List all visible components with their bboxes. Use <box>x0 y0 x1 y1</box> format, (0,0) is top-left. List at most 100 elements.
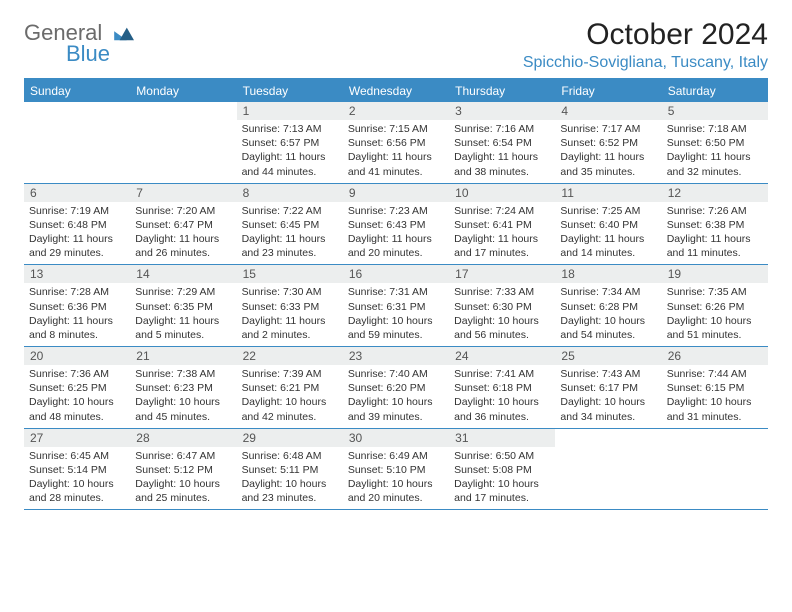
dow-tuesday: Tuesday <box>237 80 343 102</box>
day-number: 29 <box>237 429 343 447</box>
sunrise-line: Sunrise: 7:40 AM <box>348 367 444 381</box>
day-25: 25Sunrise: 7:43 AMSunset: 6:17 PMDayligh… <box>555 347 661 428</box>
day-27: 27Sunrise: 6:45 AMSunset: 5:14 PMDayligh… <box>24 429 130 510</box>
daylight-line: Daylight: 11 hours and 26 minutes. <box>135 232 231 260</box>
day-body: Sunrise: 7:24 AMSunset: 6:41 PMDaylight:… <box>449 202 555 265</box>
sunset-line: Sunset: 6:31 PM <box>348 300 444 314</box>
sunset-line: Sunset: 6:48 PM <box>29 218 125 232</box>
day-number: 12 <box>662 184 768 202</box>
day-body: Sunrise: 7:17 AMSunset: 6:52 PMDaylight:… <box>555 120 661 183</box>
daylight-line: Daylight: 11 hours and 14 minutes. <box>560 232 656 260</box>
dow-wednesday: Wednesday <box>343 80 449 102</box>
sunrise-line: Sunrise: 7:34 AM <box>560 285 656 299</box>
sunset-line: Sunset: 5:11 PM <box>242 463 338 477</box>
day-body: Sunrise: 7:26 AMSunset: 6:38 PMDaylight:… <box>662 202 768 265</box>
daylight-line: Daylight: 10 hours and 20 minutes. <box>348 477 444 505</box>
day-number: 9 <box>343 184 449 202</box>
sunrise-line: Sunrise: 7:15 AM <box>348 122 444 136</box>
day-number: 28 <box>130 429 236 447</box>
sunrise-line: Sunrise: 7:17 AM <box>560 122 656 136</box>
daylight-line: Daylight: 10 hours and 17 minutes. <box>454 477 550 505</box>
day-number: 19 <box>662 265 768 283</box>
empty-cell <box>662 429 768 510</box>
sunset-line: Sunset: 6:50 PM <box>667 136 763 150</box>
week-row: 6Sunrise: 7:19 AMSunset: 6:48 PMDaylight… <box>24 184 768 266</box>
title-block: October 2024 Spicchio-Sovigliana, Tuscan… <box>523 18 768 72</box>
daylight-line: Daylight: 10 hours and 39 minutes. <box>348 395 444 423</box>
daylight-line: Daylight: 11 hours and 35 minutes. <box>560 150 656 178</box>
day-number: 4 <box>555 102 661 120</box>
day-body: Sunrise: 7:29 AMSunset: 6:35 PMDaylight:… <box>130 283 236 346</box>
sunrise-line: Sunrise: 7:31 AM <box>348 285 444 299</box>
sunset-line: Sunset: 6:54 PM <box>454 136 550 150</box>
sunrise-line: Sunrise: 7:41 AM <box>454 367 550 381</box>
day-30: 30Sunrise: 6:49 AMSunset: 5:10 PMDayligh… <box>343 429 449 510</box>
dow-friday: Friday <box>555 80 661 102</box>
day-number: 18 <box>555 265 661 283</box>
day-body: Sunrise: 6:50 AMSunset: 5:08 PMDaylight:… <box>449 447 555 510</box>
sunset-line: Sunset: 5:14 PM <box>29 463 125 477</box>
day-31: 31Sunrise: 6:50 AMSunset: 5:08 PMDayligh… <box>449 429 555 510</box>
sunrise-line: Sunrise: 7:33 AM <box>454 285 550 299</box>
day-5: 5Sunrise: 7:18 AMSunset: 6:50 PMDaylight… <box>662 102 768 183</box>
sunrise-line: Sunrise: 6:49 AM <box>348 449 444 463</box>
sunset-line: Sunset: 5:12 PM <box>135 463 231 477</box>
day-body: Sunrise: 7:25 AMSunset: 6:40 PMDaylight:… <box>555 202 661 265</box>
daylight-line: Daylight: 10 hours and 31 minutes. <box>667 395 763 423</box>
sunset-line: Sunset: 6:28 PM <box>560 300 656 314</box>
day-body: Sunrise: 7:30 AMSunset: 6:33 PMDaylight:… <box>237 283 343 346</box>
day-body: Sunrise: 7:18 AMSunset: 6:50 PMDaylight:… <box>662 120 768 183</box>
sunrise-line: Sunrise: 7:35 AM <box>667 285 763 299</box>
daylight-line: Daylight: 11 hours and 44 minutes. <box>242 150 338 178</box>
dow-thursday: Thursday <box>449 80 555 102</box>
header: General Blue October 2024 Spicchio-Sovig… <box>24 18 768 72</box>
sunset-line: Sunset: 6:18 PM <box>454 381 550 395</box>
day-14: 14Sunrise: 7:29 AMSunset: 6:35 PMDayligh… <box>130 265 236 346</box>
sunset-line: Sunset: 6:33 PM <box>242 300 338 314</box>
day-body: Sunrise: 7:23 AMSunset: 6:43 PMDaylight:… <box>343 202 449 265</box>
sunset-line: Sunset: 6:40 PM <box>560 218 656 232</box>
day-body: Sunrise: 7:41 AMSunset: 6:18 PMDaylight:… <box>449 365 555 428</box>
empty-cell <box>555 429 661 510</box>
logo-mark-icon <box>114 24 136 42</box>
sunset-line: Sunset: 6:20 PM <box>348 381 444 395</box>
sunset-line: Sunset: 6:30 PM <box>454 300 550 314</box>
day-body: Sunrise: 7:15 AMSunset: 6:56 PMDaylight:… <box>343 120 449 183</box>
day-number: 8 <box>237 184 343 202</box>
day-body: Sunrise: 7:31 AMSunset: 6:31 PMDaylight:… <box>343 283 449 346</box>
day-9: 9Sunrise: 7:23 AMSunset: 6:43 PMDaylight… <box>343 184 449 265</box>
day-body: Sunrise: 7:34 AMSunset: 6:28 PMDaylight:… <box>555 283 661 346</box>
calendar-page: General Blue October 2024 Spicchio-Sovig… <box>0 0 792 528</box>
day-body: Sunrise: 7:36 AMSunset: 6:25 PMDaylight:… <box>24 365 130 428</box>
sunset-line: Sunset: 6:23 PM <box>135 381 231 395</box>
sunset-line: Sunset: 6:43 PM <box>348 218 444 232</box>
day-body: Sunrise: 7:44 AMSunset: 6:15 PMDaylight:… <box>662 365 768 428</box>
day-number: 10 <box>449 184 555 202</box>
daylight-line: Daylight: 10 hours and 51 minutes. <box>667 314 763 342</box>
sunrise-line: Sunrise: 7:44 AM <box>667 367 763 381</box>
day-24: 24Sunrise: 7:41 AMSunset: 6:18 PMDayligh… <box>449 347 555 428</box>
day-23: 23Sunrise: 7:40 AMSunset: 6:20 PMDayligh… <box>343 347 449 428</box>
sunrise-line: Sunrise: 6:48 AM <box>242 449 338 463</box>
daylight-line: Daylight: 10 hours and 28 minutes. <box>29 477 125 505</box>
sunrise-line: Sunrise: 7:16 AM <box>454 122 550 136</box>
sunrise-line: Sunrise: 7:30 AM <box>242 285 338 299</box>
empty-cell <box>130 102 236 183</box>
daylight-line: Daylight: 10 hours and 25 minutes. <box>135 477 231 505</box>
day-18: 18Sunrise: 7:34 AMSunset: 6:28 PMDayligh… <box>555 265 661 346</box>
daylight-line: Daylight: 10 hours and 54 minutes. <box>560 314 656 342</box>
sunrise-line: Sunrise: 7:23 AM <box>348 204 444 218</box>
day-body: Sunrise: 6:49 AMSunset: 5:10 PMDaylight:… <box>343 447 449 510</box>
calendar-grid: SundayMondayTuesdayWednesdayThursdayFrid… <box>24 78 768 510</box>
sunset-line: Sunset: 6:36 PM <box>29 300 125 314</box>
day-number: 13 <box>24 265 130 283</box>
logo-blue: Blue <box>66 43 110 65</box>
day-body: Sunrise: 7:16 AMSunset: 6:54 PMDaylight:… <box>449 120 555 183</box>
sunset-line: Sunset: 6:26 PM <box>667 300 763 314</box>
day-body: Sunrise: 7:33 AMSunset: 6:30 PMDaylight:… <box>449 283 555 346</box>
day-4: 4Sunrise: 7:17 AMSunset: 6:52 PMDaylight… <box>555 102 661 183</box>
sunset-line: Sunset: 6:57 PM <box>242 136 338 150</box>
day-body: Sunrise: 6:48 AMSunset: 5:11 PMDaylight:… <box>237 447 343 510</box>
sunrise-line: Sunrise: 6:45 AM <box>29 449 125 463</box>
location-label: Spicchio-Sovigliana, Tuscany, Italy <box>523 54 768 72</box>
